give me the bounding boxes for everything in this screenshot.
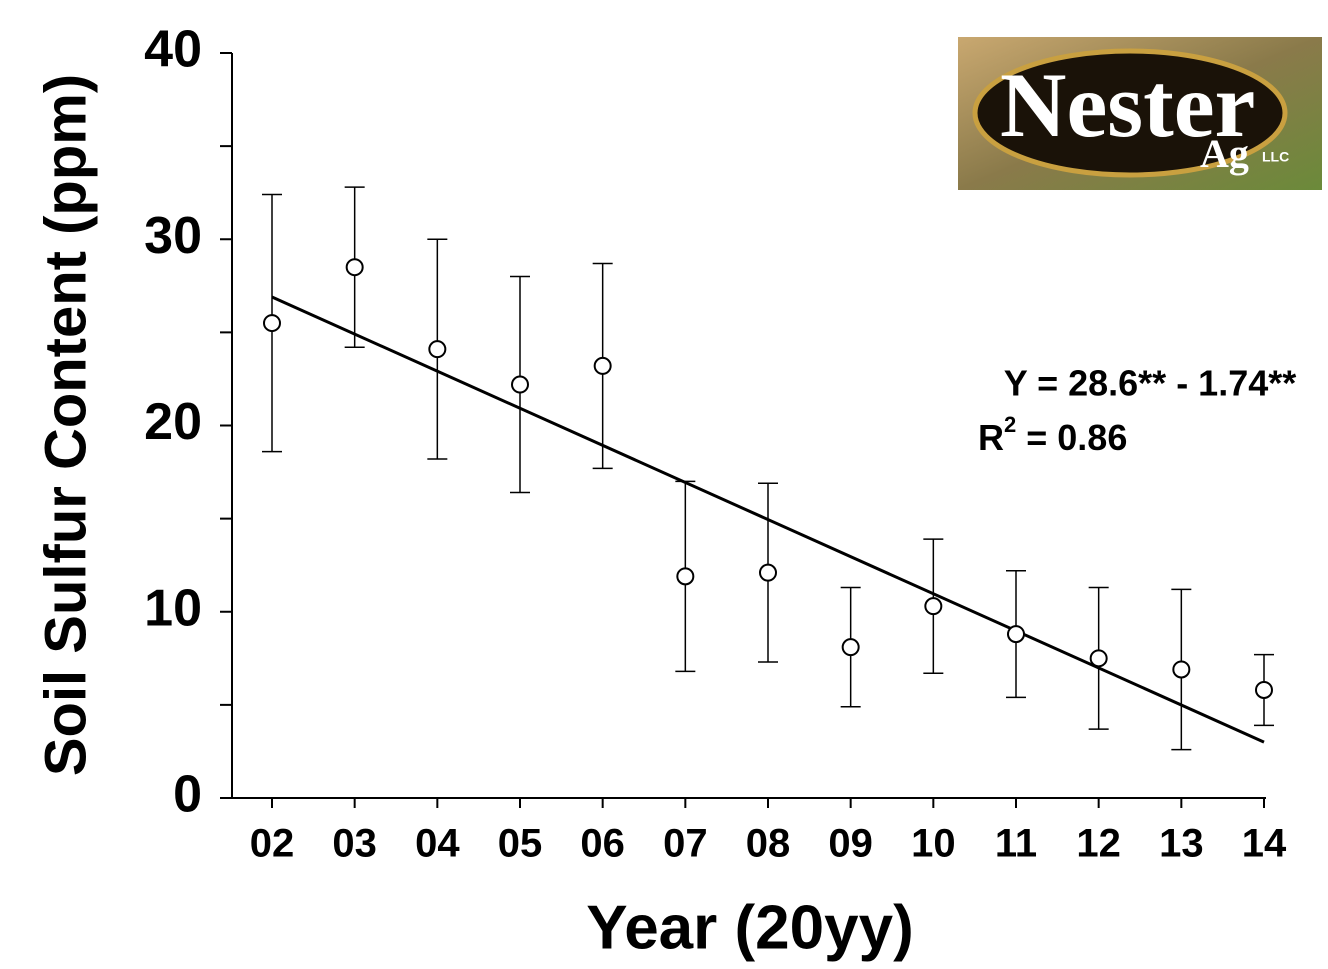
data-point bbox=[428, 340, 447, 359]
equation: Y = 28.6** - 1.74** bbox=[1004, 363, 1297, 404]
x-tick-label: 05 bbox=[498, 822, 543, 866]
r2-sup: 2 bbox=[1004, 412, 1016, 437]
x-tick-label: 09 bbox=[828, 822, 873, 866]
x-tick-label: 13 bbox=[1159, 822, 1204, 866]
data-point bbox=[841, 638, 860, 657]
x-tick-label: 03 bbox=[332, 822, 377, 866]
x-tick-label: 14 bbox=[1242, 822, 1287, 866]
y-axis-label: Soil Sulfur Content (ppm) bbox=[33, 74, 98, 776]
r-squared: R2 = 0.86 bbox=[978, 412, 1127, 458]
x-tick-label: 08 bbox=[746, 822, 791, 866]
data-point bbox=[676, 567, 695, 586]
x-tick-label: 04 bbox=[415, 822, 460, 866]
y-tick-label: 40 bbox=[144, 21, 202, 79]
logo: Nester Ag LLC bbox=[958, 37, 1322, 190]
data-point bbox=[1172, 660, 1191, 679]
y-tick-label: 30 bbox=[144, 207, 202, 265]
y-tick-label: 0 bbox=[173, 766, 202, 824]
r2-r: R bbox=[978, 417, 1004, 458]
data-point bbox=[1007, 625, 1025, 644]
x-tick-label: 07 bbox=[663, 822, 708, 866]
data-point bbox=[759, 563, 777, 582]
logo-name: Nester bbox=[1000, 54, 1255, 156]
data-point bbox=[924, 597, 943, 616]
y-tick-label: 10 bbox=[144, 579, 202, 637]
x-tick-label: 10 bbox=[911, 822, 956, 866]
data-point bbox=[345, 258, 364, 277]
data-point bbox=[593, 356, 612, 375]
data-point bbox=[263, 314, 281, 333]
data-point bbox=[1089, 649, 1108, 668]
logo-sub: Ag bbox=[1200, 131, 1249, 176]
x-tick-label: 06 bbox=[580, 822, 625, 866]
logo-oval bbox=[972, 48, 1288, 178]
x-tick-label: 11 bbox=[995, 822, 1037, 866]
r2-rest: = 0.86 bbox=[1016, 417, 1127, 458]
y-tick-label: 20 bbox=[144, 393, 202, 451]
data-point bbox=[1255, 680, 1273, 699]
x-tick-label: 12 bbox=[1076, 822, 1121, 866]
x-axis-label: Year (20yy) bbox=[586, 893, 913, 962]
logo-llc: LLC bbox=[1262, 149, 1289, 165]
x-tick-label: 02 bbox=[250, 822, 295, 866]
data-point bbox=[511, 375, 529, 394]
